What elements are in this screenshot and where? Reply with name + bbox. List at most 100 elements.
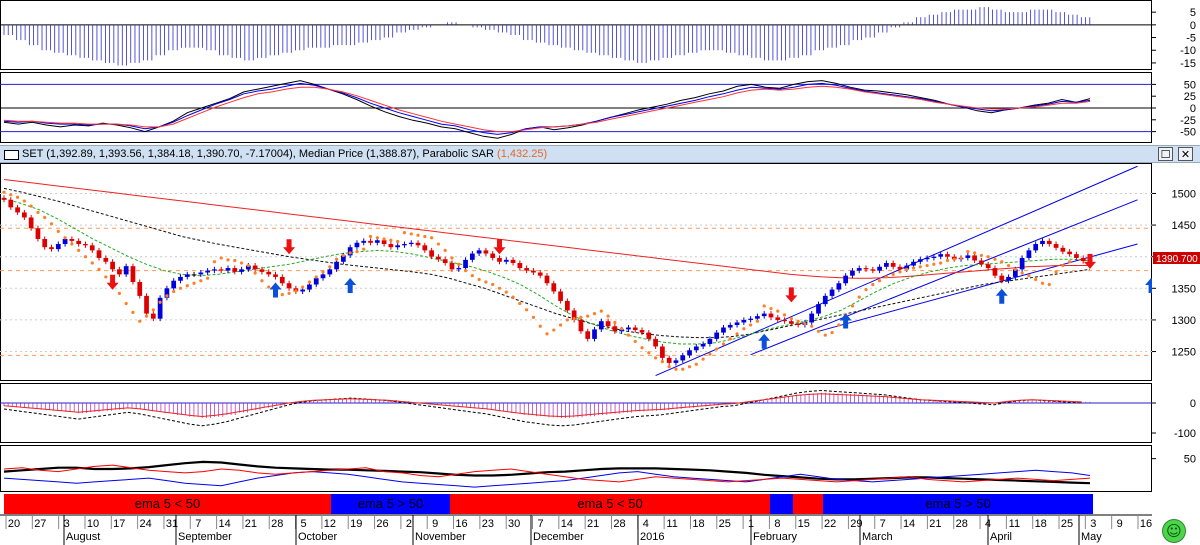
sar-dot	[1047, 282, 1051, 287]
sar-dot	[993, 257, 997, 261]
candle-body	[612, 326, 618, 332]
day-tick-label: 7	[880, 518, 886, 530]
sar-dot	[402, 231, 407, 235]
sar-dot	[450, 256, 454, 260]
candle-body	[605, 321, 611, 327]
close-icon[interactable]: ✕	[1178, 147, 1193, 161]
day-tick-label: 7	[195, 518, 201, 530]
candle-body	[300, 289, 306, 292]
sar-dot	[511, 295, 515, 299]
sar-dot	[239, 261, 244, 265]
sar-dot	[83, 255, 88, 259]
sar-dot	[199, 279, 203, 283]
candle-body	[748, 318, 753, 320]
candle-body	[836, 283, 842, 290]
candle-body	[15, 207, 20, 213]
sar-dot	[185, 284, 189, 288]
maximize-icon[interactable]: ☐	[1158, 147, 1173, 161]
y-tick-label: 1450	[1172, 220, 1196, 232]
candle-body	[191, 274, 197, 276]
candle-body	[368, 240, 373, 243]
sar-dot	[525, 308, 529, 312]
sar-dot	[1013, 267, 1017, 271]
sar-dot	[491, 282, 495, 287]
sar-dot	[29, 204, 33, 208]
candle-body	[707, 338, 713, 344]
y-tick-label: 1300	[1172, 315, 1196, 327]
ema-state-segment	[770, 494, 793, 514]
candle-body	[218, 269, 224, 271]
candle-body	[89, 245, 95, 251]
y-tick-label: 5	[1190, 7, 1196, 19]
candle-body	[1053, 244, 1059, 248]
candle-body	[931, 256, 937, 258]
buy-arrow-icon	[269, 282, 282, 298]
candle-body	[463, 259, 468, 269]
candle-body	[35, 228, 41, 239]
sar-dot	[558, 323, 563, 327]
candle-body	[1006, 276, 1011, 281]
candle-body	[55, 244, 61, 250]
candle-body	[884, 263, 889, 267]
candle-body	[585, 331, 591, 339]
sar-dot	[755, 319, 760, 323]
candle-body	[510, 259, 516, 264]
macd-signal-line	[3, 389, 1082, 427]
buy-arrow-icon	[995, 288, 1008, 304]
moving-average-line	[3, 179, 1090, 279]
candle-body	[157, 297, 163, 319]
sar-dot	[56, 229, 60, 233]
day-tick-label: 16	[1140, 518, 1152, 530]
sar-dot	[341, 253, 345, 258]
sar-dot	[124, 301, 128, 306]
candle-body	[429, 250, 434, 257]
sar-dot	[226, 258, 230, 262]
candle-body	[598, 321, 604, 330]
sar-dot	[986, 255, 990, 259]
candle-body	[1046, 240, 1052, 245]
sar-dot	[9, 193, 13, 197]
sar-dot	[307, 280, 312, 284]
sar-dot	[172, 289, 176, 294]
month-label: April	[990, 531, 1012, 543]
day-tick-label: 9	[432, 518, 438, 530]
ema-state-label: ema 5 < 50	[577, 496, 642, 511]
sar-dot	[36, 210, 40, 215]
day-tick-label: 24	[140, 518, 152, 530]
y-tick-label: 50	[1184, 79, 1196, 91]
y-tick-label: 1500	[1172, 188, 1196, 200]
month-label: August	[66, 531, 100, 543]
ema-state-segment	[793, 494, 823, 514]
sar-dot	[409, 232, 413, 236]
y-tick-label: 1250	[1172, 347, 1196, 359]
sar-dot	[633, 339, 637, 344]
candle-body	[49, 247, 54, 250]
sar-dot	[545, 332, 549, 336]
candle-body	[123, 266, 129, 275]
sar-dot	[77, 248, 81, 252]
sar-dot	[565, 318, 569, 322]
sell-arrow-icon	[493, 239, 506, 255]
candle-body	[721, 327, 726, 333]
sar-dot	[606, 314, 610, 318]
y-tick-label: 50	[1184, 454, 1196, 466]
smiley-icon[interactable]: ☺	[1162, 519, 1186, 543]
day-tick-label: 4	[643, 518, 649, 530]
candle-body	[734, 322, 740, 325]
sar-dot	[396, 239, 400, 244]
y-tick-label: -5	[1186, 33, 1196, 45]
day-tick-label: 18	[1035, 518, 1047, 530]
day-tick-label: 10	[87, 518, 99, 530]
sar-dot	[518, 301, 522, 306]
candle-body	[999, 275, 1005, 281]
day-tick-label: 28	[956, 518, 968, 530]
candle-body	[517, 263, 523, 269]
macd-line	[3, 393, 1082, 418]
candle-body	[856, 268, 862, 271]
candle-body	[551, 283, 557, 292]
month-label: October	[298, 531, 337, 543]
sar-dot	[681, 367, 685, 371]
candle-body	[890, 263, 896, 267]
candle-body	[565, 300, 570, 311]
